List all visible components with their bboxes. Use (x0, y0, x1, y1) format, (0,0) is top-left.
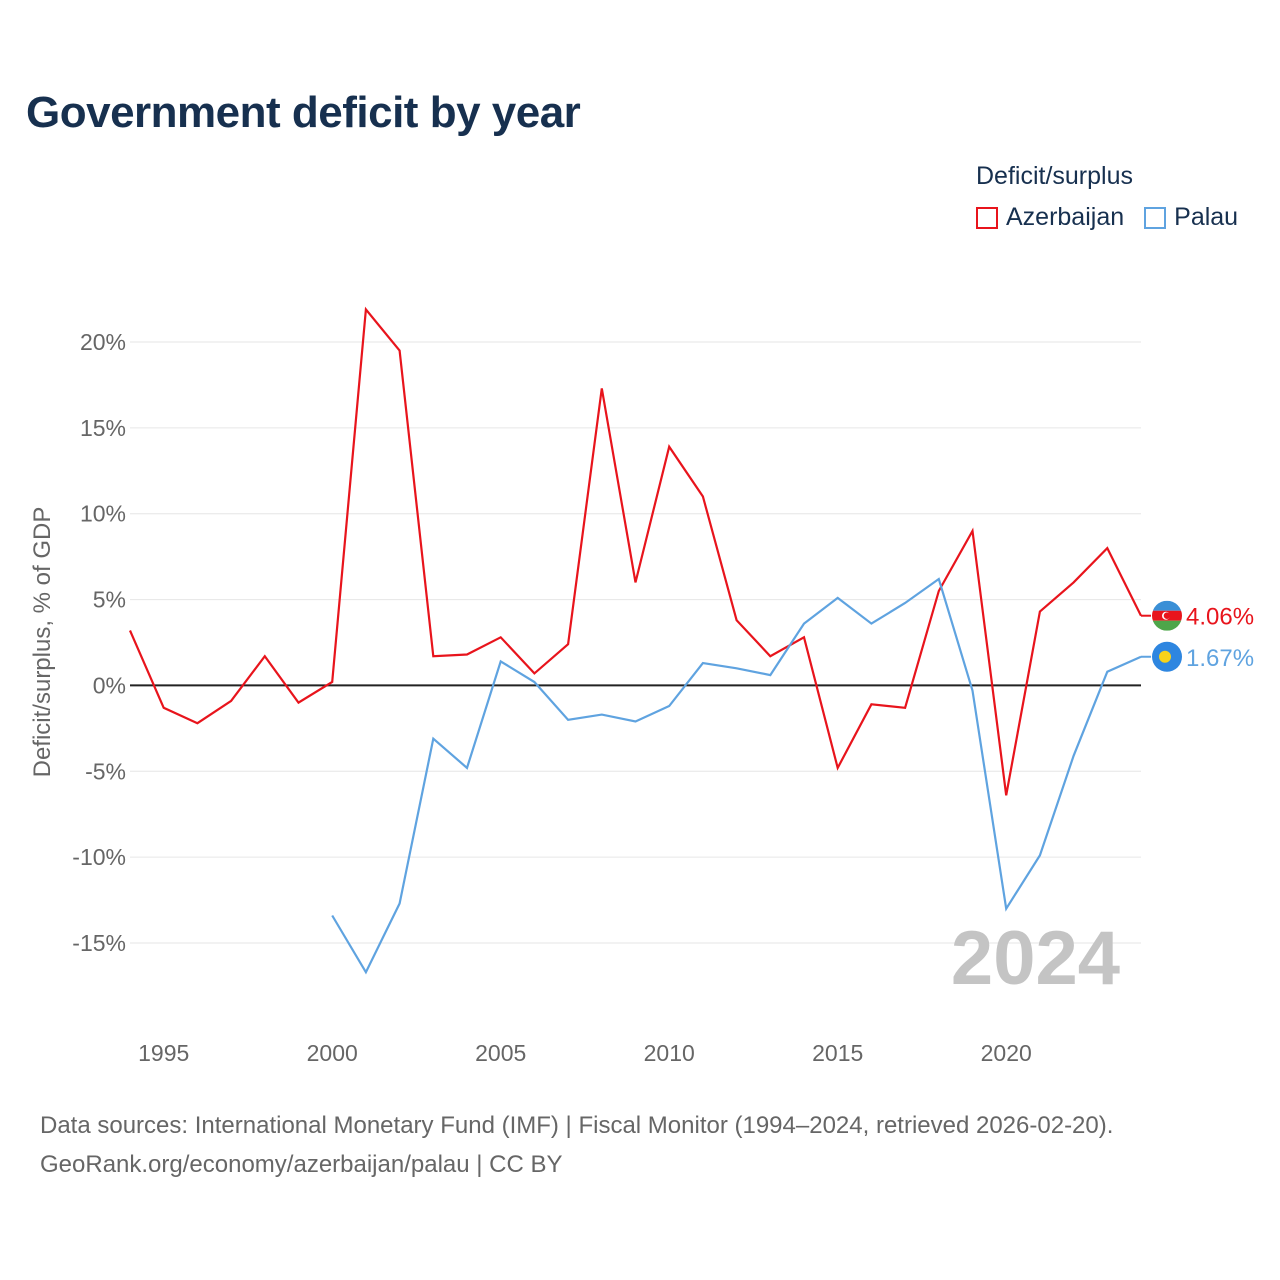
x-tick-label: 2015 (812, 1040, 863, 1066)
end-label-azerbaijan: 4.06% (1186, 604, 1254, 631)
palau-flag-disc (1159, 650, 1171, 663)
azerbaijan-flag-icon (1152, 600, 1182, 631)
y-tick-label: 5% (93, 587, 126, 613)
x-tick-label: 2020 (981, 1040, 1032, 1066)
series-line-palau (331, 577, 1142, 975)
legend-title: Deficit/surplus (976, 162, 1133, 190)
y-tick-label: -5% (85, 758, 126, 784)
legend-label-palau: Palau (1174, 203, 1239, 231)
y-tick-label: -10% (72, 844, 126, 870)
y-tick-label: 0% (93, 672, 126, 698)
legend-swatch-palau (1144, 206, 1167, 229)
x-tick-label: 2000 (307, 1040, 358, 1066)
year-watermark: 2024 (951, 916, 1120, 1001)
y-tick-label: -15% (72, 930, 126, 956)
legend: Deficit/surplus Azerbaijan Palau (976, 162, 1238, 232)
source-line-1: Data sources: International Monetary Fun… (40, 1112, 1114, 1139)
source-note: Data sources: International Monetary Fun… (40, 1106, 1113, 1184)
end-label-palau: 1.67% (1186, 645, 1254, 672)
legend-item-palau[interactable]: Palau (1144, 203, 1238, 232)
x-tick-label: 2010 (644, 1040, 695, 1066)
y-axis-label: Deficit/surplus, % of GDP (29, 507, 56, 778)
y-tick-label: 15% (80, 415, 126, 441)
y-tick-label: 20% (80, 329, 126, 355)
x-tick-label: 1995 (138, 1040, 189, 1066)
x-tick-label: 2005 (475, 1040, 526, 1066)
y-tick-label: 10% (80, 501, 126, 527)
legend-label-azerbaijan: Azerbaijan (1006, 203, 1125, 231)
source-line-2: GeoRank.org/economy/azerbaijan/palau | C… (40, 1151, 563, 1178)
legend-item-azerbaijan[interactable]: Azerbaijan (976, 203, 1124, 232)
legend-swatch-azerbaijan (976, 206, 998, 229)
series-line-azerbaijan (128, 306, 1142, 796)
chart-title: Government deficit by year (26, 88, 581, 137)
